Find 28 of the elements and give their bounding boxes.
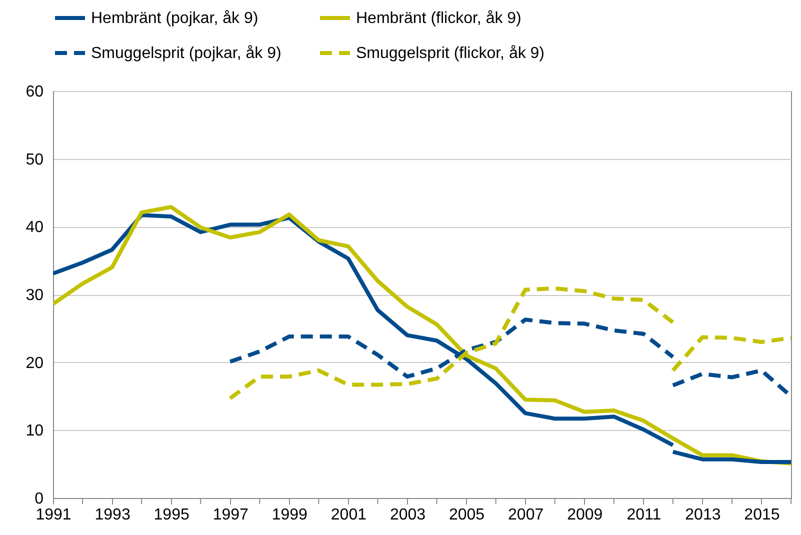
- legend-label: Smuggelsprit (flickor, åk 9): [356, 45, 545, 62]
- line-series: [53, 213, 675, 448]
- line-series: [670, 335, 791, 372]
- y-tick-label: 10: [26, 422, 44, 440]
- x-tick-label: 2005: [448, 506, 485, 524]
- y-tick-label: 0: [34, 490, 44, 508]
- x-tick-label: 1991: [36, 506, 72, 524]
- x-tick-label: 2007: [508, 506, 544, 524]
- x-tick-label: 1993: [94, 506, 130, 524]
- x-tick-label: 1997: [212, 506, 249, 524]
- y-tick-label: 40: [26, 219, 44, 236]
- x-tick-label: 1999: [272, 506, 308, 524]
- x-tick-label: 2013: [685, 506, 721, 524]
- x-tick-label: 1995: [154, 506, 190, 524]
- y-tick-label: 60: [26, 84, 44, 100]
- x-tick-label: 2003: [390, 506, 426, 524]
- x-tick-label: 2009: [567, 506, 603, 524]
- legend-label: Hembränt (pojkar, åk 9): [91, 10, 258, 27]
- line-series: [228, 286, 675, 400]
- y-tick-label: 30: [26, 287, 44, 304]
- line-series: [53, 204, 791, 466]
- x-tick-label: 2001: [330, 506, 367, 524]
- x-tick-label: 2011: [626, 506, 662, 524]
- x-tick-label: 2015: [744, 506, 780, 524]
- legend-label: Smuggelsprit (pojkar, åk 9): [91, 45, 282, 62]
- y-tick-label: 20: [26, 354, 44, 372]
- legend-label: Hembränt (flickor, åk 9): [356, 10, 522, 27]
- y-tick-label: 50: [26, 151, 44, 168]
